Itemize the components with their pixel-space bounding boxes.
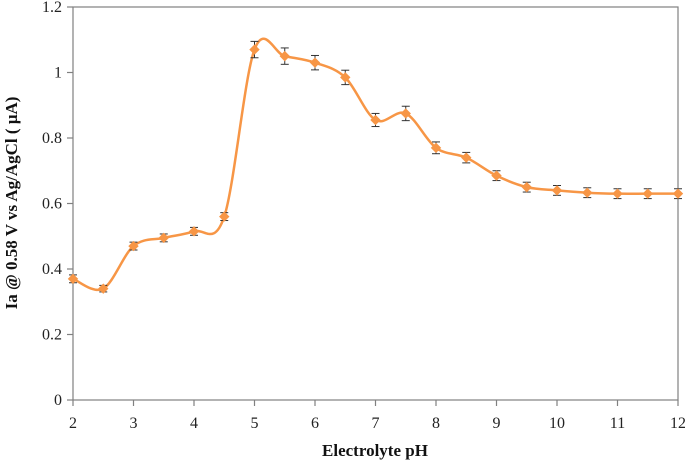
x-tick-label: 3 bbox=[130, 415, 138, 432]
x-tick-label: 4 bbox=[190, 415, 198, 432]
data-point-marker bbox=[582, 187, 593, 198]
data-point-marker bbox=[128, 240, 139, 252]
data-point-marker bbox=[219, 211, 230, 222]
x-tick-label: 5 bbox=[251, 415, 259, 432]
data-point-marker bbox=[430, 142, 442, 154]
data-point-marker bbox=[188, 226, 200, 237]
data-point-marker bbox=[98, 283, 109, 294]
x-axis-title: Electrolyte pH bbox=[322, 441, 428, 460]
plot-area bbox=[67, 37, 684, 294]
data-point-marker bbox=[612, 188, 623, 199]
y-tick-label: 1.2 bbox=[42, 0, 62, 16]
y-tick-label: 1 bbox=[54, 65, 62, 82]
y-tick-label: 0.6 bbox=[42, 196, 62, 213]
series-line bbox=[72, 37, 678, 292]
data-point-marker bbox=[642, 188, 653, 199]
data-point-marker bbox=[158, 232, 169, 244]
data-point-marker bbox=[672, 188, 684, 199]
data-point-marker bbox=[370, 114, 381, 126]
data-point-marker bbox=[67, 273, 79, 285]
x-tick-label: 10 bbox=[549, 415, 565, 432]
data-point-marker bbox=[400, 108, 411, 119]
data-point-marker bbox=[279, 50, 290, 62]
y-tick-label: 0.4 bbox=[42, 261, 62, 278]
x-tick-label: 9 bbox=[493, 415, 501, 432]
axes: 0 0.2 0.4 0.6 0.8 1 1.2 2 3 4 5 6 7 8 9 10 11 12 bbox=[42, 0, 685, 432]
x-tick-label: 2 bbox=[69, 415, 77, 432]
plot-frame bbox=[72, 6, 679, 401]
x-tick-label: 7 bbox=[372, 415, 380, 432]
x-tick-label: 12 bbox=[670, 415, 685, 432]
x-tick-label: 11 bbox=[610, 415, 625, 432]
data-point-marker bbox=[340, 72, 351, 83]
data-point-marker bbox=[249, 44, 260, 55]
data-point-marker bbox=[551, 185, 563, 196]
data-point-marker bbox=[521, 181, 532, 193]
data-point-marker bbox=[491, 170, 502, 181]
x-tick-label: 8 bbox=[432, 415, 440, 432]
y-tick-label: 0 bbox=[54, 392, 62, 409]
data-point-marker bbox=[309, 57, 321, 68]
data-point-marker bbox=[461, 152, 472, 163]
x-tick-label: 6 bbox=[311, 415, 319, 432]
y-tick-label: 0.8 bbox=[42, 130, 62, 147]
y-axis-title: Ia @ 0.58 V vs Ag/AgCl ( μA) bbox=[2, 97, 21, 310]
y-tick-label: 0.2 bbox=[42, 327, 62, 344]
